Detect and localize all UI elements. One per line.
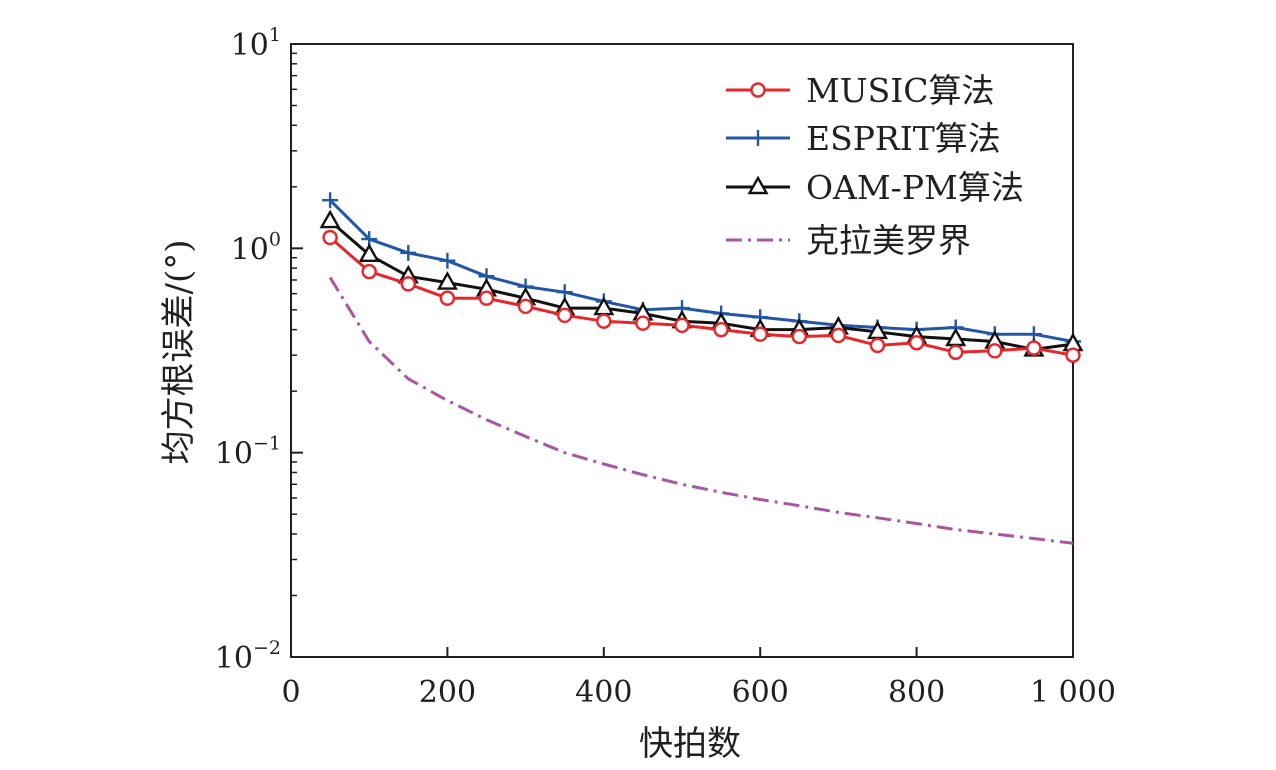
legend-label: 克拉美罗界 (806, 221, 971, 260)
data-point (478, 290, 495, 306)
series-group (319, 192, 1084, 545)
y-tick-label: 100 (231, 228, 281, 267)
x-tick-label: 400 (575, 675, 632, 710)
legend-marker (750, 130, 766, 146)
data-point (713, 321, 729, 338)
y-tick-label: 10−1 (215, 433, 281, 472)
data-point (557, 307, 573, 324)
data-point (596, 313, 612, 329)
x-tick-label: 800 (888, 675, 945, 710)
x-axis-label: 快拍数 (639, 724, 741, 764)
data-point (439, 252, 456, 269)
data-point (830, 327, 847, 344)
data-point (1065, 347, 1081, 363)
data-point (674, 317, 690, 334)
data-point (361, 263, 377, 280)
data-point (358, 243, 380, 262)
y-tick-label: 10−2 (215, 637, 281, 676)
data-point (635, 315, 651, 331)
data-point (1026, 340, 1042, 356)
legend-marker (747, 175, 769, 195)
data-point (948, 344, 964, 360)
y-axis-label: 均方根误差/(°) (159, 240, 199, 465)
legend-label: MUSIC算法 (806, 71, 995, 110)
data-point (752, 326, 768, 342)
data-point (791, 328, 807, 345)
data-point (436, 271, 458, 290)
x-tick-label: 0 (281, 675, 300, 710)
series-0 (322, 229, 1081, 363)
data-point (400, 276, 416, 292)
series-line (328, 276, 1074, 545)
data-point (439, 290, 456, 306)
data-point (322, 229, 338, 246)
legend-label: OAM-PM算法 (806, 168, 1024, 207)
data-point (517, 298, 534, 315)
series-3 (328, 276, 1074, 545)
axis-ticks: 0 200 400 600 800 1 000 10−2 10−1 100 101 (215, 24, 1116, 710)
data-point (987, 343, 1003, 359)
x-tick-label: 1 000 (1030, 675, 1116, 710)
y-tick-label: 101 (231, 24, 281, 63)
x-tick-label: 200 (419, 675, 476, 710)
data-point (400, 244, 417, 261)
data-point (319, 209, 341, 229)
x-tick-label: 600 (732, 675, 789, 710)
data-point (322, 192, 339, 209)
data-point (908, 335, 925, 351)
data-point (869, 337, 886, 354)
series-1 (322, 192, 1081, 350)
legend-label: ESPRIT算法 (806, 119, 1001, 158)
legend-marker (750, 82, 766, 98)
